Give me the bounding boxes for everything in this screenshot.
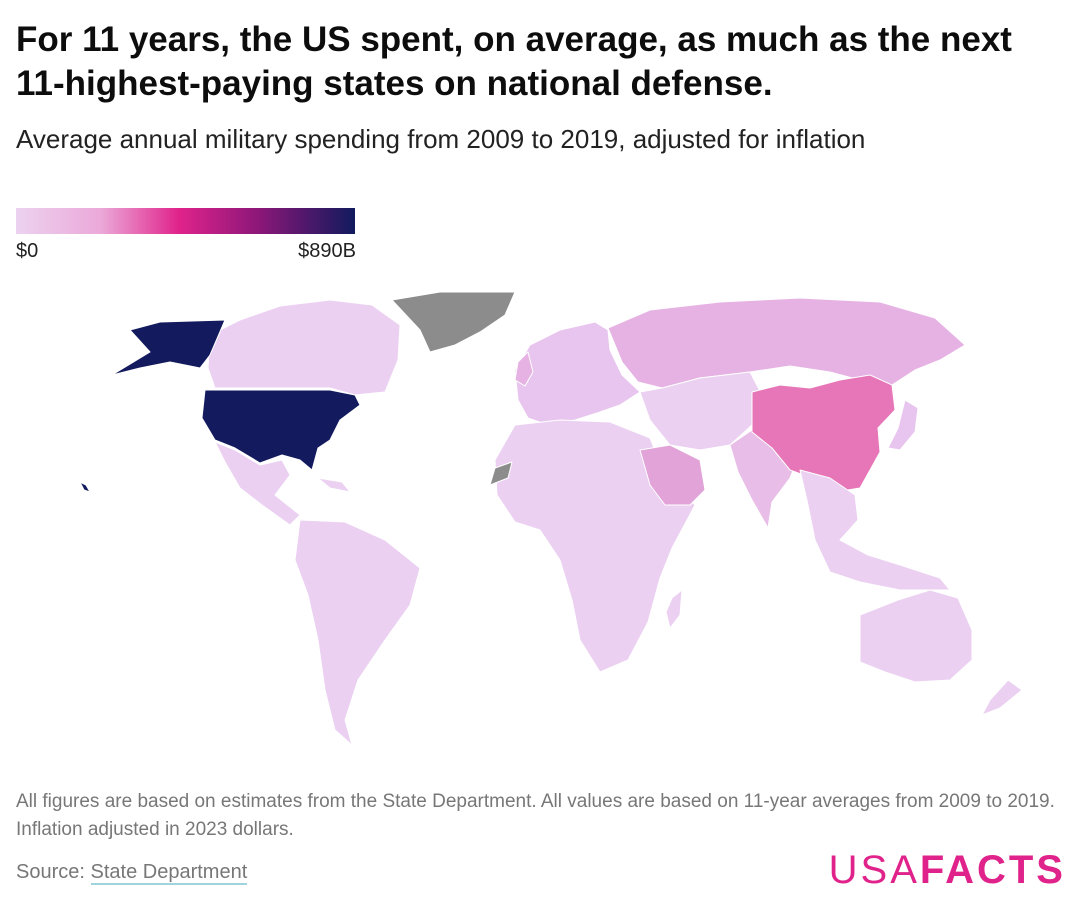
logo-usa: USA xyxy=(828,848,920,892)
region-mexico-central-america xyxy=(214,441,301,526)
region-china xyxy=(751,374,896,493)
region-japan xyxy=(887,399,919,451)
color-legend: $0 $890B xyxy=(16,208,356,268)
chart-title: For 11 years, the US spent, on average, … xyxy=(16,20,1012,104)
region-caribbean xyxy=(317,477,351,493)
usafacts-logo: USAFACTS xyxy=(829,848,1066,893)
world-map xyxy=(79,291,1023,746)
legend-labels: $0 $890B xyxy=(16,240,356,268)
source-link[interactable]: State Department xyxy=(90,861,248,885)
region-western-sahara xyxy=(489,461,513,486)
source-line: Source: State Department xyxy=(16,861,248,885)
logo-facts: FACTS xyxy=(919,848,1066,892)
chart-subtitle: Average annual military spending from 20… xyxy=(16,124,866,154)
region-united-kingdom xyxy=(514,351,534,387)
region-southeast-asia xyxy=(799,469,951,591)
region-greenland xyxy=(391,291,516,353)
region-alaska xyxy=(111,319,226,376)
region-hawaii xyxy=(79,481,91,493)
source-label: Source: xyxy=(16,861,85,883)
legend-gradient-bar xyxy=(16,208,355,234)
legend-min-label: $0 xyxy=(16,240,39,262)
legend-max-label: $890B xyxy=(298,240,356,262)
footnote: All figures are based on estimates from … xyxy=(16,791,1055,840)
region-united-states xyxy=(201,389,361,471)
region-africa xyxy=(494,419,696,673)
region-russia xyxy=(607,297,966,389)
region-south-america xyxy=(294,519,421,746)
region-australia xyxy=(859,589,973,683)
region-new-zealand xyxy=(981,679,1023,716)
region-canada xyxy=(207,299,401,396)
region-saudi-arabia xyxy=(639,444,706,506)
region-madagascar xyxy=(665,589,683,629)
